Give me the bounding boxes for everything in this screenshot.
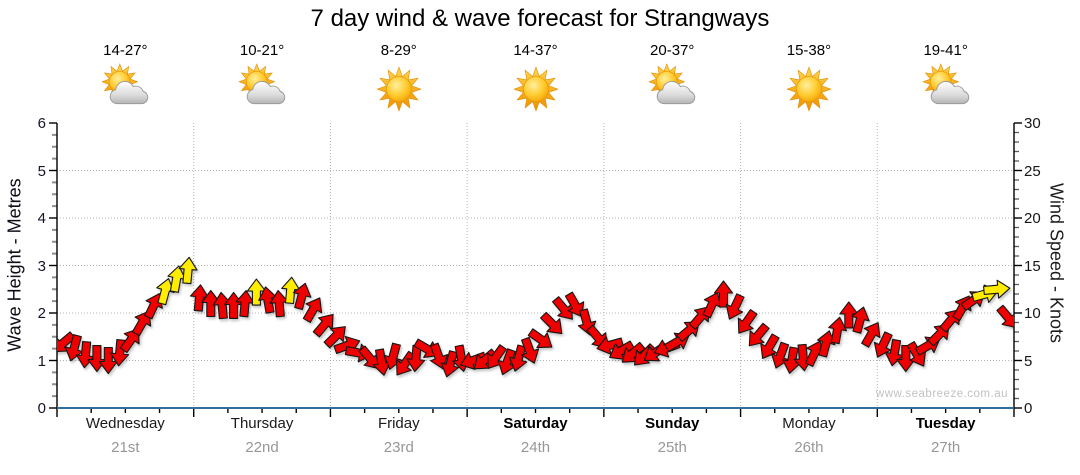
axis-ticks: [49, 122, 1022, 417]
temp-range: 10-21°: [239, 42, 285, 59]
wind-tick-label: 5: [1024, 352, 1033, 370]
wind-arrow: [292, 282, 312, 311]
wind-arrow: [996, 304, 1014, 329]
wind-arrow: [873, 331, 893, 358]
wind-arrow: [851, 306, 870, 334]
wind-arrow: [760, 333, 780, 360]
temp-range: 14-37°: [513, 42, 558, 59]
wave-tick-label: 3: [37, 257, 46, 275]
axis-lines: [56, 123, 1015, 409]
wind-tick-label: 0: [1024, 400, 1033, 417]
day-date: 22nd: [245, 439, 279, 456]
wind-arrow: [429, 342, 449, 370]
temp-range: 8-29°: [380, 42, 417, 59]
wind-arrow: [828, 316, 847, 345]
temp-range: 20-37°: [650, 42, 695, 59]
wind-arrow: [119, 328, 140, 354]
weather-icon-partly-cloudy: [921, 63, 969, 105]
wind-arrow: [725, 293, 745, 320]
wind-arrow: [748, 322, 770, 347]
wave-tick-label: 1: [37, 352, 46, 370]
day-name: Monday: [782, 415, 836, 432]
weather-icon-sunny: [512, 66, 559, 112]
wind-arrow: [596, 336, 624, 355]
weather-icon-sunny: [376, 66, 422, 112]
wave-tick-label: 4: [37, 210, 46, 227]
day-date: 23rd: [383, 439, 414, 456]
wind-arrow: [440, 350, 460, 378]
wind-arrow: [540, 311, 563, 335]
weather-icon-sunny: [786, 66, 832, 112]
wind-axis-label: Wind Speed - Knots: [1046, 182, 1067, 344]
wind-arrow: [861, 322, 881, 348]
wind-arrow: [983, 279, 1011, 299]
weather-icon-partly-cloudy: [101, 63, 149, 105]
day-name: Friday: [377, 415, 420, 432]
wind-arrow: [521, 336, 540, 364]
day-name: Saturday: [503, 415, 568, 432]
wind-arrows-layer: [57, 256, 1014, 378]
day-name: Tuesday: [915, 415, 976, 432]
wave-axis-label: Wave Height - Metres: [4, 178, 25, 352]
day-date: 26th: [794, 439, 824, 456]
wave-tick-label: 0: [37, 400, 46, 417]
chart-title: 7 day wind & wave forecast for Strangway…: [310, 5, 770, 32]
temp-range: 14-27°: [103, 42, 148, 59]
wind-arrow: [817, 330, 836, 358]
day-date: 25th: [657, 439, 687, 456]
day-date: 27th: [931, 439, 961, 456]
day-name: Wednesday: [85, 415, 165, 432]
wind-arrow: [737, 309, 758, 334]
wind-arrow: [302, 297, 323, 324]
day-date: 24th: [520, 439, 551, 456]
wind-tick-label: 15: [1024, 257, 1041, 275]
wind-arrow: [413, 338, 440, 358]
day-name: Thursday: [230, 415, 294, 432]
watermark: www.seabreeze.com.au: [875, 388, 1008, 400]
wind-tick-label: 20: [1024, 210, 1041, 227]
weather-icon-partly-cloudy: [238, 63, 286, 105]
wave-tick-label: 2: [37, 305, 46, 322]
temp-range: 19-41°: [923, 42, 968, 59]
wind-arrow: [144, 293, 163, 320]
wind-arrow: [131, 310, 152, 337]
wind-tick-label: 25: [1024, 162, 1041, 180]
wind-tick-label: 30: [1024, 115, 1041, 132]
day-date: 21st: [111, 439, 140, 456]
wind-arrow: [713, 280, 734, 308]
wave-tick-label: 6: [37, 115, 46, 132]
wind-arrow: [508, 344, 528, 372]
wave-tick-label: 5: [37, 162, 46, 180]
day-name: Sunday: [645, 415, 700, 432]
wind-arrow: [156, 277, 175, 306]
weather-icon-partly-cloudy: [648, 63, 696, 105]
wind-arrow: [564, 291, 585, 318]
gridlines: [57, 123, 1014, 408]
wind-arrow: [323, 326, 346, 349]
temp-range: 15-38°: [786, 42, 832, 59]
wind-arrow: [527, 328, 553, 349]
wind-tick-label: 10: [1024, 305, 1041, 322]
wind-arrow: [178, 256, 198, 285]
